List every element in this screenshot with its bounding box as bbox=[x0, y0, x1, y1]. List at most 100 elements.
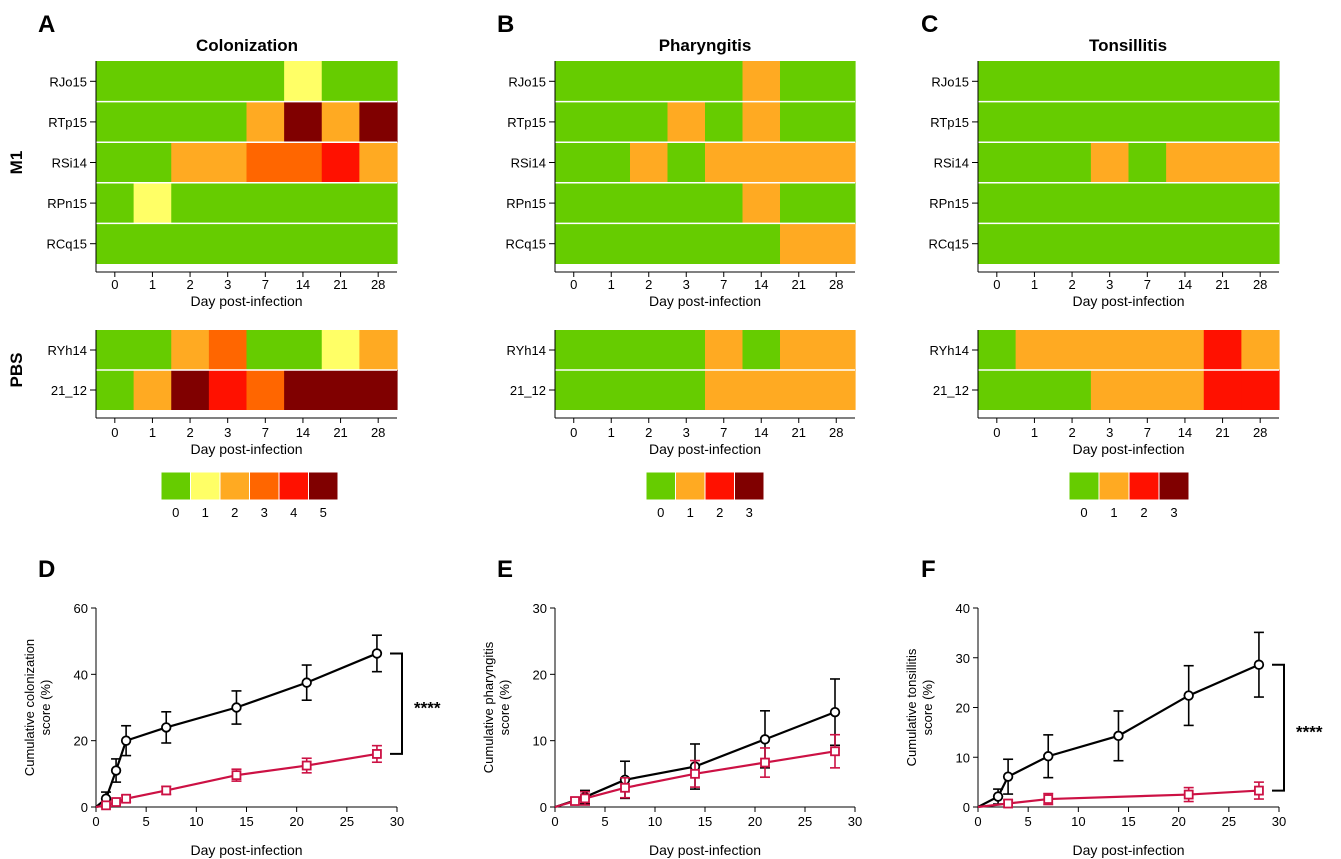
heatmap-cell bbox=[171, 223, 210, 264]
row-label: RTp15 bbox=[507, 115, 546, 130]
panel-label: C bbox=[921, 11, 938, 38]
heatmap-cell bbox=[96, 142, 135, 183]
heatmap-cell bbox=[780, 142, 819, 183]
data-point bbox=[992, 791, 1004, 802]
heatmap-cell bbox=[1090, 182, 1130, 224]
heatmap-cell bbox=[630, 223, 669, 264]
heatmap-cell bbox=[1015, 101, 1054, 143]
row-label: RCq15 bbox=[506, 237, 546, 252]
series-1 bbox=[554, 733, 840, 809]
x-tick-label: 15 bbox=[1121, 814, 1135, 829]
x-tick-label: 14 bbox=[296, 277, 310, 292]
heatmap-cell bbox=[978, 330, 1017, 370]
heatmap-cell bbox=[630, 142, 669, 183]
heatmap-cell bbox=[780, 223, 819, 264]
x-tick-label: 15 bbox=[239, 814, 253, 829]
heatmap-cell bbox=[555, 330, 594, 370]
heatmap-cell bbox=[284, 182, 323, 224]
heatmap-cell bbox=[742, 142, 781, 183]
heatmap-cell bbox=[1015, 182, 1054, 224]
heatmap-cell bbox=[1166, 182, 1205, 224]
x-tick-label: 1 bbox=[1031, 277, 1038, 292]
heatmap-cell bbox=[96, 182, 135, 224]
data-point bbox=[1043, 751, 1054, 762]
scale-label: 0 bbox=[1080, 505, 1087, 520]
heatmap-cell bbox=[592, 370, 631, 410]
row-label: RJo15 bbox=[508, 74, 546, 89]
heatmap-cell bbox=[592, 101, 631, 143]
x-tick-label: 25 bbox=[1222, 814, 1236, 829]
heatmap-cell bbox=[1166, 223, 1205, 264]
x-tick-label: 30 bbox=[390, 814, 404, 829]
heatmap-cell bbox=[555, 182, 594, 224]
x-tick-label: 21 bbox=[333, 277, 347, 292]
heatmap-cell bbox=[171, 101, 210, 143]
x-tick-label: 0 bbox=[92, 814, 99, 829]
heatmap-cell bbox=[1128, 101, 1167, 143]
x-tick-label: 28 bbox=[371, 277, 385, 292]
data-point bbox=[121, 793, 131, 804]
series-0 bbox=[977, 631, 1265, 808]
scale-swatch bbox=[219, 471, 250, 501]
scale-swatch bbox=[278, 471, 309, 501]
scale-label: 2 bbox=[1140, 505, 1147, 520]
scale-swatch bbox=[1128, 471, 1160, 501]
scale-label: 4 bbox=[290, 505, 297, 520]
y-axis-title: Cumulative tonsillitisscore (%) bbox=[904, 648, 935, 766]
y-tick-label: 0 bbox=[81, 800, 88, 815]
heatmap-cell bbox=[1053, 330, 1092, 370]
x-tick-label: 14 bbox=[754, 277, 768, 292]
heatmap-cell bbox=[171, 61, 210, 102]
data-point bbox=[1183, 690, 1194, 701]
heatmap-cell bbox=[1015, 61, 1054, 102]
heatmap-cell bbox=[1053, 370, 1092, 410]
row-label: RTp15 bbox=[930, 115, 969, 130]
x-tick-label: 2 bbox=[186, 277, 193, 292]
heatmap-cell bbox=[592, 61, 631, 102]
heatmap-cell bbox=[1090, 142, 1130, 183]
data-point bbox=[690, 768, 700, 779]
data-point bbox=[580, 793, 590, 804]
heatmap-cell bbox=[1241, 101, 1280, 143]
heatmap-cell bbox=[630, 370, 669, 410]
x-axis-title: Day post-infection bbox=[649, 441, 761, 457]
heatmap-cell bbox=[133, 330, 172, 370]
row-label: 21_12 bbox=[51, 383, 87, 398]
heatmap-cell bbox=[705, 61, 744, 102]
heatmap-cell bbox=[246, 142, 285, 183]
heatmap-cell bbox=[592, 223, 631, 264]
heatmap-cell bbox=[133, 142, 172, 183]
heatmap-cell bbox=[592, 182, 631, 224]
heatmap-cell bbox=[1090, 61, 1130, 102]
x-tick-label: 14 bbox=[1178, 277, 1192, 292]
data-point bbox=[301, 760, 312, 771]
scale-label: 3 bbox=[746, 505, 753, 520]
data-point bbox=[101, 800, 111, 811]
heatmap-cell bbox=[780, 61, 819, 102]
y-tick-label: 0 bbox=[963, 800, 970, 815]
scale-label: 1 bbox=[202, 505, 209, 520]
x-tick-label: 2 bbox=[645, 277, 652, 292]
heatmap-panel-b: B Pharyngitis RJo15 RTp15 RSi14 RPn15 RCq15 0 1 2… bbox=[497, 11, 856, 520]
heatmap-cell bbox=[742, 223, 781, 264]
heatmap-cell bbox=[780, 330, 819, 370]
x-tick-label: 1 bbox=[608, 425, 615, 440]
x-axis-title: Day post-infection bbox=[190, 293, 302, 309]
row-label: RYh14 bbox=[47, 343, 87, 358]
significance-label: **** bbox=[414, 699, 441, 718]
data-point bbox=[372, 749, 382, 759]
heatmap-cell bbox=[208, 61, 248, 102]
x-tick-label: 2 bbox=[1068, 277, 1075, 292]
x-tick-label: 7 bbox=[1144, 425, 1151, 440]
x-tick-label: 28 bbox=[829, 425, 843, 440]
heatmap-cell bbox=[1203, 61, 1242, 102]
x-tick-label: 2 bbox=[186, 425, 193, 440]
heatmap-cell bbox=[133, 370, 172, 410]
heatmap-cell bbox=[1015, 330, 1054, 370]
heatmap-cell bbox=[1241, 61, 1280, 102]
row-label: RCq15 bbox=[47, 237, 87, 252]
heatmap-cell bbox=[208, 330, 248, 370]
significance-label: **** bbox=[1296, 723, 1323, 742]
x-tick-label: 28 bbox=[371, 425, 385, 440]
x-tick-label: 1 bbox=[149, 277, 156, 292]
